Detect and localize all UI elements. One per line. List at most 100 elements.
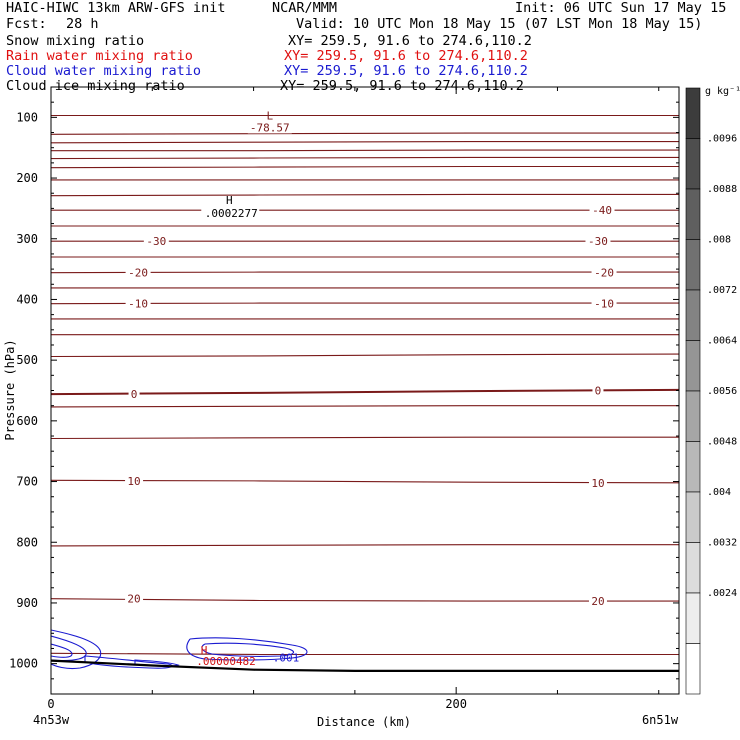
- field-name-cloud-water: Cloud water mixing ratio: [6, 63, 202, 79]
- y-axis-label: Pressure (hPa): [3, 339, 17, 440]
- y-tick-label: 800: [16, 535, 38, 549]
- isotherm-line: [51, 149, 679, 152]
- valid-time: Valid: 10 UTC Mon 18 May 15 (07 LST Mon …: [296, 16, 703, 32]
- field-xy-rain: XY= 259.5, 91.6 to 274.6,110.2: [284, 48, 528, 64]
- colorbar-label: .004: [707, 487, 731, 498]
- field-xy-cloud-ice: XY= 259.5, 91.6 to 274.6,110.2: [280, 78, 524, 94]
- colorbar-label: .0096: [707, 134, 737, 145]
- y-tick-label: 200: [16, 171, 38, 185]
- isotherm-line: [51, 436, 679, 440]
- isotherm-label: -30: [146, 235, 166, 248]
- colorbar-segment: [685, 390, 701, 442]
- isotherm-label: 0: [131, 388, 138, 401]
- isotherm-label-bg: [125, 474, 144, 487]
- field-name-rain: Rain water mixing ratio: [6, 48, 193, 64]
- colorbar-units: g kg⁻¹: [705, 86, 740, 97]
- isotherm-label: -10: [594, 298, 614, 311]
- colorbar-label: .008: [707, 235, 731, 246]
- model-title: HAIC-HIWC 13km ARW-GFS init: [6, 0, 226, 16]
- cloud-water-label: .001: [273, 652, 300, 665]
- isotherm-line: [51, 165, 679, 169]
- isotherm-line: [51, 598, 679, 602]
- colorbar-segment: [685, 643, 701, 695]
- isotherm-label-bg: [591, 297, 617, 310]
- colorbar-segment: [685, 340, 701, 392]
- rain-marker-value: .00000482: [196, 655, 256, 668]
- colorbar-label: .0088: [707, 184, 737, 195]
- x-tick-label: 0: [47, 697, 54, 711]
- isotherm-label: 20: [127, 593, 140, 606]
- cloud-water-contour: [186, 637, 308, 661]
- colorbar-segment: [685, 87, 701, 139]
- colorbar-label: .0024: [707, 588, 737, 599]
- isotherm-line: [51, 353, 679, 358]
- terrain-surface-line: [51, 659, 679, 672]
- colorbar-segment: [685, 188, 701, 240]
- colorbar-segment: [685, 239, 701, 291]
- forecast-label: Fcst:: [6, 16, 47, 32]
- isotherm-line: [51, 271, 679, 274]
- colorbar-label: .0048: [707, 437, 737, 448]
- isotherm-label: -40: [592, 204, 612, 217]
- low-marker-bg: [247, 122, 292, 134]
- y-tick-label: 700: [16, 475, 38, 489]
- colorbar-segment: [685, 592, 701, 644]
- isotherm-line: [51, 388, 679, 396]
- forecast-hour: 28 h: [66, 16, 99, 32]
- field-name-snow: Snow mixing ratio: [6, 33, 145, 49]
- organization-label: NCAR/MMM: [272, 0, 338, 16]
- colorbar-label: .0056: [707, 386, 737, 397]
- isotherm-label-bg: [128, 388, 140, 401]
- isotherm-label: 20: [591, 595, 604, 608]
- isotherm-line: [51, 302, 679, 305]
- y-tick-label: 500: [16, 353, 38, 367]
- y-tick-label: 100: [16, 110, 38, 124]
- isotherm-label-bg: [125, 592, 144, 605]
- plot-area: -40 -30 -30 -20 -20 -10 -10 0 0 10 10 20 20 L-78.57 H.…: [51, 109, 679, 672]
- isotherm-label: 10: [127, 475, 140, 488]
- low-marker-value: -78.57: [250, 121, 290, 134]
- right-location-label: 6n51w: [642, 713, 679, 727]
- isotherm-label-bg: [588, 476, 607, 489]
- field-xy-cloud-water: XY= 259.5, 91.6 to 274.6,110.2: [284, 63, 528, 79]
- isotherm-label: -30: [588, 235, 608, 248]
- isotherm-line: [51, 193, 679, 197]
- isotherm-label-bg: [125, 297, 151, 310]
- y-tick-label: 600: [16, 414, 38, 428]
- isotherm-line: [51, 141, 679, 144]
- cloud-water-contour: [201, 642, 294, 657]
- isotherm-label: -10: [128, 298, 148, 311]
- init-time: Init: 06 UTC Sun 17 May 15: [515, 0, 727, 16]
- low-marker-letter: L: [266, 109, 273, 122]
- isotherm-line: [51, 132, 679, 135]
- isotherm-label-bg: [585, 235, 611, 248]
- isotherm-label-bg: [591, 266, 617, 279]
- y-tick-label: 300: [16, 232, 38, 246]
- colorbar-segment: [685, 289, 701, 341]
- x-tick-label: 200: [445, 697, 467, 711]
- isotherm-label: -20: [594, 267, 614, 280]
- isotherm-label-bg: [592, 384, 604, 397]
- cloud-water-contour: [51, 643, 73, 658]
- isotherm-label: 10: [591, 477, 604, 490]
- colorbar-label: .0032: [707, 538, 737, 549]
- isotherm-label-bg: [588, 595, 607, 608]
- isotherm-line: [51, 405, 679, 408]
- isotherm-line: [51, 156, 679, 160]
- high-marker-letter: H: [226, 194, 233, 207]
- field-name-cloud-ice: Cloud ice mixing ratio: [6, 78, 185, 94]
- isotherm-label: -20: [128, 267, 148, 280]
- isotherm-label-bg: [125, 266, 151, 279]
- isotherm-line: [51, 652, 679, 656]
- rain-marker-letter: H: [201, 644, 208, 657]
- isotherm-label-bg: [143, 235, 169, 248]
- colorbar-label: .0064: [707, 336, 737, 347]
- colorbar-segment: [685, 441, 701, 493]
- left-location-label: 4n53w: [33, 713, 70, 727]
- colorbar-segment: [685, 138, 701, 190]
- colorbar-segment: [685, 542, 701, 594]
- cloud-water-contour: [51, 635, 87, 662]
- y-tick-label: 900: [16, 596, 38, 610]
